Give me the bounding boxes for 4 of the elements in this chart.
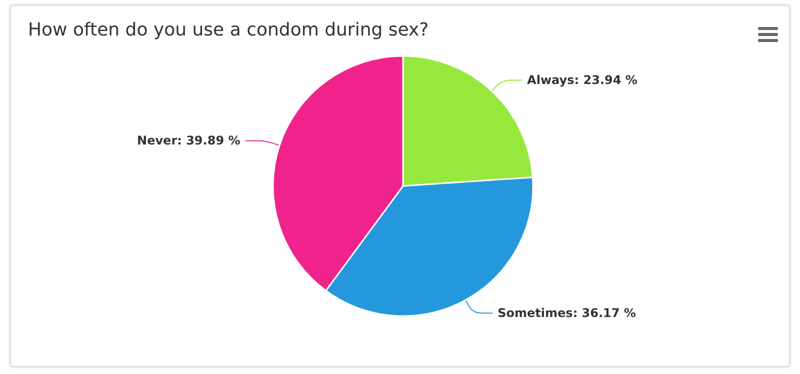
slice-label: Sometimes: 36.17 % xyxy=(498,306,636,320)
slice-label: Always: 23.94 % xyxy=(527,73,638,88)
chart-title: How often do you use a condom during sex? xyxy=(28,20,429,40)
slice-label: Never: 39.89 % xyxy=(137,134,240,148)
